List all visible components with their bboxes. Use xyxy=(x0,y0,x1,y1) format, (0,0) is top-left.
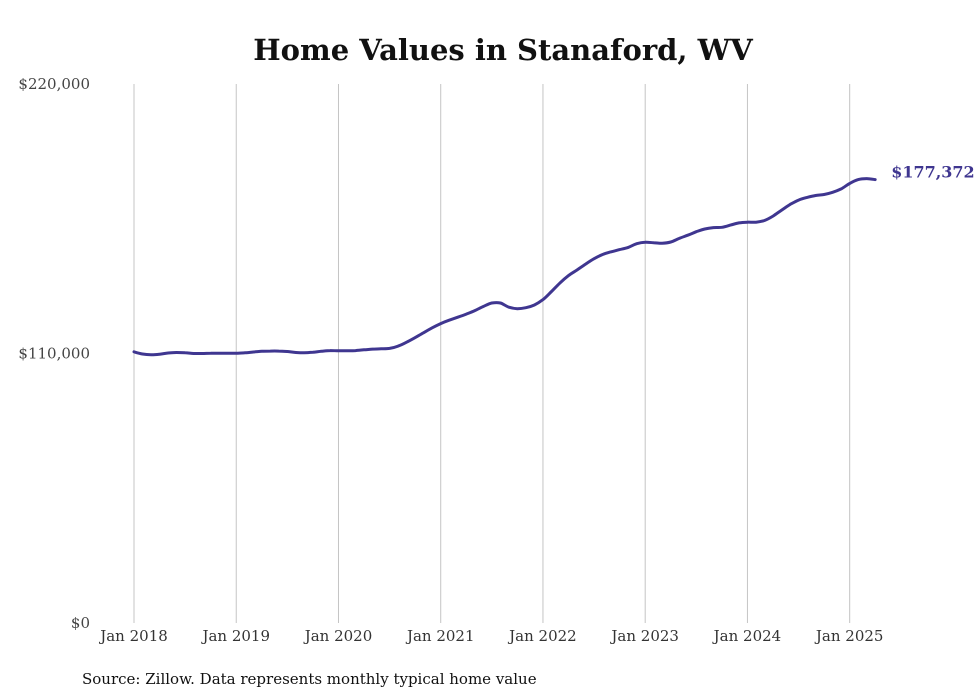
x-tick-label: Jan 2020 xyxy=(303,627,373,645)
x-tick-label: Jan 2022 xyxy=(507,627,577,645)
x-tick-label: Jan 2021 xyxy=(405,627,475,645)
source-note: Source: Zillow. Data represents monthly … xyxy=(82,670,537,688)
x-tick-label: Jan 2024 xyxy=(712,627,782,645)
home-value-series-line xyxy=(132,177,877,357)
y-tick-label: $220,000 xyxy=(18,75,90,93)
x-tick-label: Jan 2025 xyxy=(814,627,884,645)
last-value-label: $177,372 xyxy=(891,163,975,182)
gridlines xyxy=(133,84,851,623)
x-axis-ticks: Jan 2018 Jan 2019 Jan 2020 Jan 2021 Jan 2022… xyxy=(98,627,883,645)
x-tick-label: Jan 2019 xyxy=(200,627,270,645)
chart-title: Home Values in Stanaford, WV xyxy=(253,33,753,67)
y-tick-label: $110,000 xyxy=(18,345,90,363)
y-axis-ticks: $0 $110,000 $220,000 xyxy=(18,75,90,632)
y-tick-label: $0 xyxy=(71,614,90,632)
x-tick-label: Jan 2023 xyxy=(609,627,679,645)
x-tick-label: Jan 2018 xyxy=(98,627,168,645)
